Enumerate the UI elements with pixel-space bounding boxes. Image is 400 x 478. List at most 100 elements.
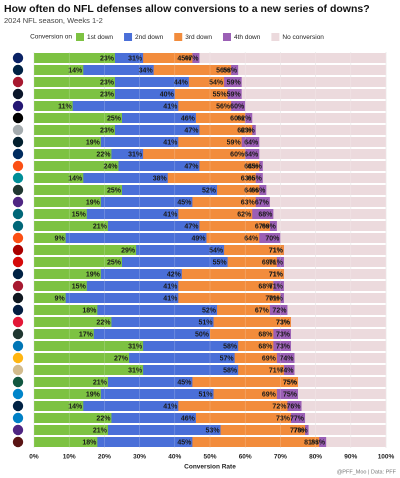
bar — [34, 113, 122, 123]
data-label: 50% — [195, 331, 210, 338]
team-logo — [12, 412, 24, 424]
data-label: 45% — [177, 379, 192, 386]
data-label: 14% — [68, 403, 83, 410]
data-label: 44% — [174, 79, 189, 86]
data-label: 78% — [294, 427, 309, 434]
data-label: 18% — [82, 439, 97, 446]
data-label: 9% — [55, 235, 66, 242]
team-logo — [12, 88, 24, 100]
bar — [34, 281, 87, 291]
data-label: 23% — [100, 91, 115, 98]
team-logos — [12, 52, 24, 448]
data-label: 29% — [121, 247, 136, 254]
team-logo — [12, 52, 24, 64]
data-label: 45% — [177, 55, 192, 62]
data-label: 19% — [86, 139, 101, 146]
data-label: 71% — [269, 295, 284, 302]
data-label: 58% — [223, 367, 238, 374]
data-label: 73% — [276, 343, 291, 350]
x-tick-label: 40% — [168, 454, 181, 461]
data-label: 71% — [269, 271, 284, 278]
data-label: 60% — [230, 103, 245, 110]
data-label: 71% — [269, 247, 284, 254]
data-label: 56% — [216, 103, 231, 110]
data-label: 75% — [283, 391, 298, 398]
bar — [34, 293, 179, 303]
data-label: 14% — [68, 175, 83, 182]
data-label: 18% — [82, 307, 97, 314]
data-label: 47% — [184, 127, 199, 134]
data-label: 47% — [184, 55, 199, 62]
x-tick-label: 50% — [203, 454, 216, 461]
data-label: 31% — [128, 343, 143, 350]
bar — [34, 173, 168, 183]
team-logo — [12, 316, 24, 328]
data-label: 64% — [244, 235, 259, 242]
legend-label: 1st down — [87, 34, 113, 41]
bar — [34, 233, 207, 243]
data-label: 64% — [244, 187, 259, 194]
data-label: 47% — [184, 223, 199, 230]
data-label: 70% — [265, 235, 280, 242]
data-label: 65% — [248, 175, 263, 182]
data-label: 19% — [86, 271, 101, 278]
data-label: 73% — [276, 415, 291, 422]
data-label: 51% — [199, 319, 214, 326]
bar — [34, 65, 154, 75]
legend-swatch — [174, 33, 183, 41]
bar — [34, 257, 122, 267]
legend-label: 2nd down — [135, 34, 164, 41]
data-label: 52% — [202, 187, 217, 194]
team-logo — [12, 208, 24, 220]
legend-swatch — [222, 33, 231, 41]
data-label: 15% — [72, 283, 87, 290]
data-label: 22% — [96, 319, 111, 326]
data-label: 15% — [72, 211, 87, 218]
bar — [34, 341, 144, 351]
team-logo — [12, 160, 24, 172]
x-tick-label: 60% — [239, 454, 252, 461]
bar — [34, 401, 84, 411]
data-label: 77% — [290, 427, 305, 434]
data-label: 31% — [128, 151, 143, 158]
x-tick-label: 20% — [98, 454, 111, 461]
data-label: 60% — [230, 151, 245, 158]
data-label: 73% — [276, 319, 291, 326]
team-logo — [12, 424, 24, 436]
x-tick-label: 30% — [133, 454, 146, 461]
bar — [34, 125, 200, 135]
bar — [34, 353, 235, 363]
data-label: 67% — [255, 223, 270, 230]
bar — [34, 77, 115, 87]
bar — [34, 161, 119, 171]
data-label: 69% — [262, 223, 277, 230]
bar — [34, 89, 115, 99]
x-tick-label: 0% — [29, 454, 39, 461]
data-label: 11% — [58, 103, 72, 110]
bar — [34, 437, 98, 447]
data-label: 14% — [68, 67, 83, 74]
bar — [34, 413, 112, 423]
data-label: 54% — [209, 247, 224, 254]
data-label: 81% — [304, 439, 319, 446]
bar — [34, 173, 84, 183]
team-logo — [12, 376, 24, 388]
bar — [34, 437, 193, 447]
bar — [34, 137, 101, 147]
data-label: 52% — [202, 307, 217, 314]
chart-title: How often do NFL defenses allow conversi… — [4, 3, 370, 15]
data-label: 46% — [181, 415, 196, 422]
data-label: 63% — [241, 127, 256, 134]
data-label: 23% — [100, 79, 115, 86]
legend-swatch — [271, 33, 280, 41]
team-logo — [12, 148, 24, 160]
data-label: 67% — [255, 307, 270, 314]
data-label: 24% — [103, 163, 118, 170]
data-label: 41% — [163, 295, 178, 302]
data-label: 25% — [107, 115, 122, 122]
data-label: 27% — [114, 355, 129, 362]
team-logo — [12, 64, 24, 76]
bar — [34, 185, 122, 195]
bar — [34, 377, 108, 387]
data-label: 46% — [181, 115, 196, 122]
